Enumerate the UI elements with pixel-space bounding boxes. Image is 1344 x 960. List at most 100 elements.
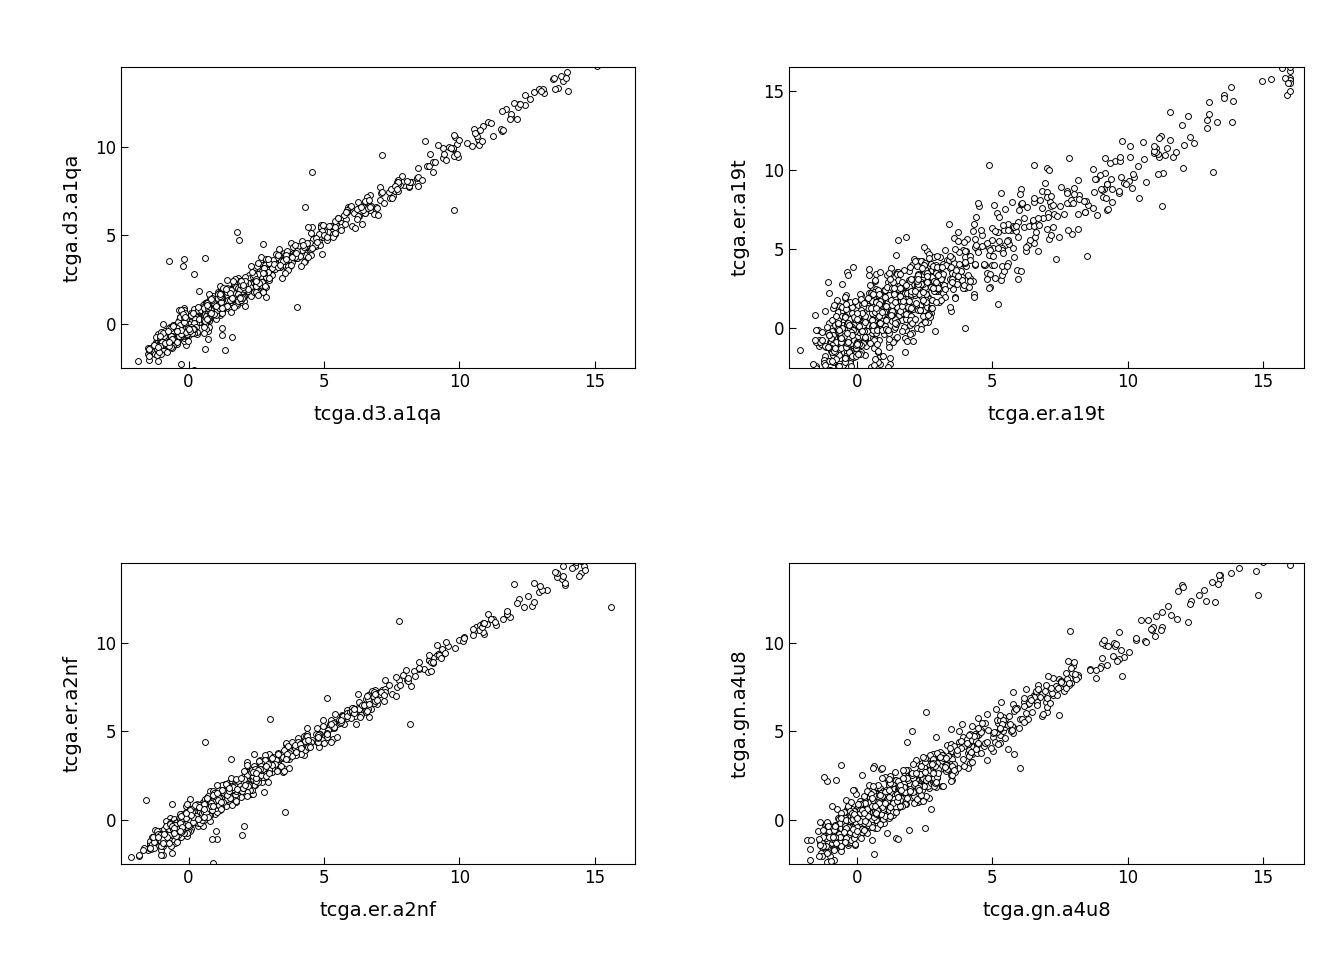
Point bbox=[462, 621, 484, 636]
Point bbox=[886, 316, 907, 331]
Point bbox=[1003, 220, 1024, 235]
Point bbox=[934, 281, 956, 297]
Point bbox=[891, 784, 913, 800]
Point bbox=[175, 321, 196, 336]
Point bbox=[329, 714, 351, 730]
Point bbox=[939, 736, 961, 752]
Point bbox=[199, 783, 220, 799]
Point bbox=[837, 800, 859, 815]
Point bbox=[128, 353, 149, 369]
Point bbox=[207, 300, 228, 316]
Point bbox=[273, 750, 294, 765]
Point bbox=[1271, 60, 1293, 76]
Point bbox=[324, 225, 345, 240]
Point bbox=[892, 782, 914, 798]
Point bbox=[355, 704, 376, 719]
Point bbox=[273, 251, 294, 266]
Point bbox=[200, 795, 222, 810]
Point bbox=[179, 313, 200, 328]
Point bbox=[612, 535, 633, 550]
Point bbox=[239, 763, 261, 779]
Point bbox=[866, 266, 887, 281]
Point bbox=[195, 313, 216, 328]
Point bbox=[273, 750, 294, 765]
Point bbox=[986, 297, 1008, 312]
Point bbox=[906, 258, 927, 274]
Point bbox=[907, 780, 929, 796]
Point bbox=[927, 765, 949, 780]
Point bbox=[1279, 526, 1301, 541]
Point bbox=[153, 337, 175, 352]
Point bbox=[977, 707, 999, 722]
Point bbox=[254, 261, 276, 276]
Point bbox=[1044, 679, 1066, 694]
Point bbox=[903, 773, 925, 788]
Point bbox=[144, 822, 165, 837]
Point bbox=[241, 775, 262, 790]
Point bbox=[249, 276, 270, 291]
Point bbox=[872, 306, 894, 322]
Point bbox=[910, 276, 931, 292]
Point bbox=[954, 254, 976, 270]
Point bbox=[883, 807, 905, 823]
Point bbox=[358, 687, 379, 703]
Point bbox=[853, 333, 875, 348]
Point bbox=[1179, 596, 1200, 612]
Point bbox=[184, 301, 206, 317]
Point bbox=[1247, 588, 1269, 603]
Point bbox=[882, 795, 903, 810]
Point bbox=[1279, 56, 1301, 71]
Point bbox=[862, 330, 883, 346]
Point bbox=[211, 780, 233, 796]
Point bbox=[832, 819, 853, 834]
Point bbox=[290, 740, 312, 756]
Point bbox=[871, 805, 892, 821]
Point bbox=[169, 812, 191, 828]
Point bbox=[883, 776, 905, 791]
Point bbox=[285, 742, 306, 757]
Point bbox=[892, 762, 914, 778]
Point bbox=[168, 318, 190, 333]
Point bbox=[837, 329, 859, 345]
Point bbox=[202, 803, 223, 818]
Point bbox=[255, 266, 277, 281]
X-axis label: tcga.er.a19t: tcga.er.a19t bbox=[988, 404, 1106, 423]
Point bbox=[870, 316, 891, 331]
Point bbox=[231, 295, 253, 310]
Point bbox=[194, 319, 215, 334]
Point bbox=[305, 230, 327, 246]
Point bbox=[952, 273, 973, 288]
Point bbox=[976, 238, 997, 253]
Point bbox=[919, 309, 941, 324]
Point bbox=[813, 829, 835, 845]
Point bbox=[809, 834, 831, 850]
Point bbox=[212, 290, 234, 305]
Point bbox=[849, 803, 871, 818]
Point bbox=[149, 824, 171, 839]
Point bbox=[177, 314, 199, 329]
Point bbox=[226, 278, 247, 294]
Point bbox=[313, 228, 335, 243]
Point bbox=[320, 734, 341, 750]
Point bbox=[853, 296, 875, 311]
Point bbox=[266, 752, 288, 767]
Point bbox=[903, 301, 925, 317]
Point bbox=[146, 348, 168, 363]
Point bbox=[380, 181, 402, 197]
Point bbox=[247, 774, 269, 789]
Point bbox=[1165, 145, 1187, 160]
Point bbox=[972, 715, 993, 731]
Point bbox=[1109, 149, 1130, 164]
Point bbox=[887, 778, 909, 793]
Point bbox=[905, 296, 926, 311]
Point bbox=[1110, 642, 1132, 658]
Point bbox=[922, 771, 943, 786]
Point bbox=[880, 791, 902, 806]
Point bbox=[184, 813, 206, 828]
Point bbox=[977, 753, 999, 768]
Point bbox=[218, 778, 239, 793]
Point bbox=[355, 205, 376, 221]
Point bbox=[277, 246, 298, 261]
Point bbox=[875, 282, 896, 298]
Point bbox=[894, 776, 915, 791]
